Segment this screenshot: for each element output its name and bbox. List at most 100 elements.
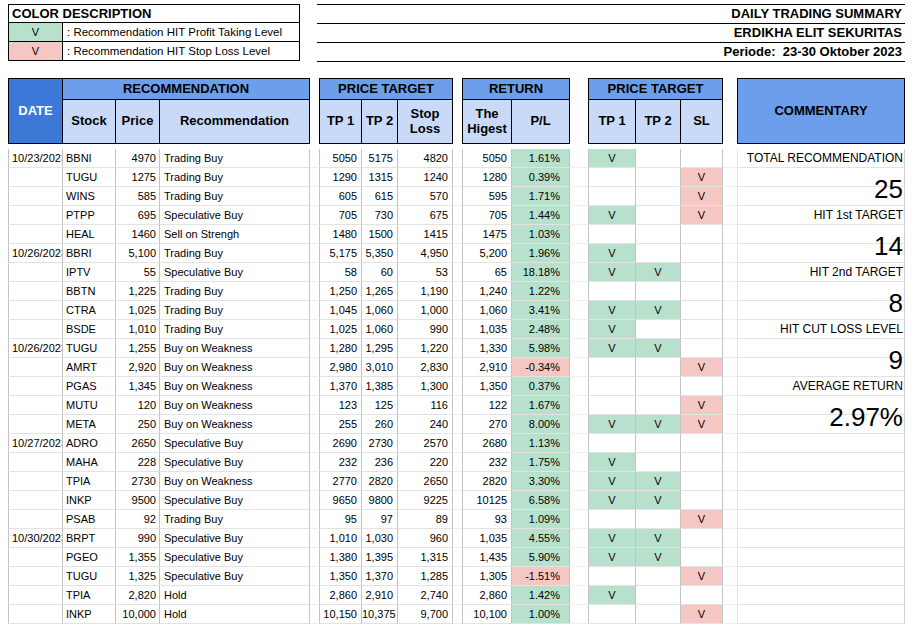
- cell-tp2[interactable]: 1,295: [362, 339, 398, 358]
- cell-hit-tp2[interactable]: V: [636, 472, 681, 491]
- cell-hit-tp2[interactable]: [636, 377, 681, 396]
- cell-date[interactable]: [8, 358, 63, 377]
- cell-price[interactable]: 2,920: [116, 358, 160, 377]
- cell-tp1[interactable]: 10,150: [319, 605, 362, 624]
- cell-pl[interactable]: 6.58%: [512, 491, 570, 510]
- cell-stop-loss[interactable]: 1,315: [398, 548, 453, 567]
- cell-hit-tp1[interactable]: V: [588, 529, 636, 548]
- cell-date[interactable]: [8, 396, 63, 415]
- cell-stock[interactable]: PTPP: [63, 206, 116, 225]
- cell-stock[interactable]: TUGU: [63, 168, 116, 187]
- cell-tp2[interactable]: 2730: [362, 434, 398, 453]
- cell-tp2[interactable]: 9800: [362, 491, 398, 510]
- cell-stock[interactable]: INKP: [63, 605, 116, 624]
- cell-stop-loss[interactable]: 9225: [398, 491, 453, 510]
- cell-stock[interactable]: CTRA: [63, 301, 116, 320]
- cell-hit-tp1[interactable]: V: [588, 415, 636, 434]
- cell-stock[interactable]: BBRI: [63, 244, 116, 263]
- cell-tp1[interactable]: 1,370: [319, 377, 362, 396]
- cell-highest[interactable]: 5050: [462, 149, 512, 168]
- cell-stop-loss[interactable]: 1240: [398, 168, 453, 187]
- cell-hit-tp1[interactable]: [588, 168, 636, 187]
- cell-highest[interactable]: 10125: [462, 491, 512, 510]
- commentary-hit1-label[interactable]: HIT 1st TARGET: [737, 206, 903, 225]
- cell-recommendation[interactable]: Trading Buy: [160, 168, 310, 187]
- cell-hit-tp2[interactable]: [636, 586, 681, 605]
- legend-title[interactable]: COLOR DESCRIPTION: [8, 4, 300, 23]
- cell-highest[interactable]: 595: [462, 187, 512, 206]
- cell-hit-sl[interactable]: [681, 472, 723, 491]
- cell-pl[interactable]: 1.61%: [512, 149, 570, 168]
- cell-date[interactable]: [8, 491, 63, 510]
- cell-stock[interactable]: PGAS: [63, 377, 116, 396]
- commentary-cutloss-value[interactable]: 9: [737, 339, 903, 377]
- cell-hit-tp1[interactable]: V: [588, 206, 636, 225]
- cell-recommendation[interactable]: Trading Buy: [160, 320, 310, 339]
- report-period[interactable]: Periode: 23-30 Oktober 2023: [317, 43, 905, 62]
- cell-hit-sl[interactable]: [681, 548, 723, 567]
- cell-recommendation[interactable]: Speculative Buy: [160, 529, 310, 548]
- cell-pl[interactable]: 1.09%: [512, 510, 570, 529]
- cell-tp2[interactable]: 10,375: [362, 605, 398, 624]
- cell-date[interactable]: 10/23/2023: [8, 149, 63, 168]
- cell-tp2[interactable]: 730: [362, 206, 398, 225]
- commentary-hit2-label[interactable]: HIT 2nd TARGET: [737, 263, 903, 282]
- cell-pl[interactable]: 1.42%: [512, 586, 570, 605]
- cell-tp1[interactable]: 9650: [319, 491, 362, 510]
- cell-hit-tp1[interactable]: V: [588, 301, 636, 320]
- header-recommendation[interactable]: Recommendation: [160, 100, 310, 144]
- cell-recommendation[interactable]: Trading Buy: [160, 301, 310, 320]
- cell-highest[interactable]: 5,200: [462, 244, 512, 263]
- cell-tp1[interactable]: 605: [319, 187, 362, 206]
- cell-hit-tp2[interactable]: [636, 396, 681, 415]
- cell-recommendation[interactable]: Buy on Weakness: [160, 415, 310, 434]
- cell-hit-sl[interactable]: [681, 453, 723, 472]
- legend-profit-label[interactable]: : Recommendation HIT Profit Taking Level: [63, 23, 300, 42]
- cell-tp1[interactable]: 2770: [319, 472, 362, 491]
- cell-price[interactable]: 9500: [116, 491, 160, 510]
- cell-date[interactable]: [8, 187, 63, 206]
- cell-hit-tp1[interactable]: [588, 282, 636, 301]
- cell-price[interactable]: 1,225: [116, 282, 160, 301]
- cell-tp2[interactable]: 1,030: [362, 529, 398, 548]
- cell-stock[interactable]: BRPT: [63, 529, 116, 548]
- cell-hit-tp2[interactable]: V: [636, 339, 681, 358]
- report-company[interactable]: ERDIKHA ELIT SEKURITAS: [317, 24, 905, 43]
- cell-stock[interactable]: PSAB: [63, 510, 116, 529]
- header-recommendation-group[interactable]: RECOMMENDATION: [63, 78, 310, 100]
- cell-hit-tp2[interactable]: [636, 510, 681, 529]
- cell-hit-tp1[interactable]: V: [588, 339, 636, 358]
- cell-tp2[interactable]: 1,385: [362, 377, 398, 396]
- cell-date[interactable]: [8, 472, 63, 491]
- header-tp2[interactable]: TP 2: [362, 100, 398, 144]
- cell-recommendation[interactable]: Speculative Buy: [160, 434, 310, 453]
- cell-tp2[interactable]: 1500: [362, 225, 398, 244]
- cell-hit-tp1[interactable]: V: [588, 320, 636, 339]
- cell-hit-sl[interactable]: [681, 339, 723, 358]
- cell-hit-sl[interactable]: [681, 244, 723, 263]
- cell-tp1[interactable]: 2,860: [319, 586, 362, 605]
- cell-tp1[interactable]: 255: [319, 415, 362, 434]
- cell-stop-loss[interactable]: 1415: [398, 225, 453, 244]
- cell-stop-loss[interactable]: 89: [398, 510, 453, 529]
- cell-price[interactable]: 4970: [116, 149, 160, 168]
- cell-highest[interactable]: 270: [462, 415, 512, 434]
- cell-stop-loss[interactable]: 675: [398, 206, 453, 225]
- cell-tp2[interactable]: 615: [362, 187, 398, 206]
- cell-recommendation[interactable]: Speculative Buy: [160, 567, 310, 586]
- cell-price[interactable]: 1,345: [116, 377, 160, 396]
- cell-date[interactable]: [8, 301, 63, 320]
- cell-stop-loss[interactable]: 1,190: [398, 282, 453, 301]
- cell-tp1[interactable]: 1,380: [319, 548, 362, 567]
- cell-recommendation[interactable]: Trading Buy: [160, 149, 310, 168]
- cell-price[interactable]: 250: [116, 415, 160, 434]
- cell-date[interactable]: [8, 225, 63, 244]
- cell-stock[interactable]: AMRT: [63, 358, 116, 377]
- cell-hit-sl[interactable]: [681, 149, 723, 168]
- cell-hit-tp2[interactable]: [636, 358, 681, 377]
- legend-stoploss-mark[interactable]: V: [8, 42, 63, 61]
- cell-hit-tp2[interactable]: V: [636, 548, 681, 567]
- cell-pl[interactable]: 1.44%: [512, 206, 570, 225]
- cell-pl[interactable]: 3.41%: [512, 301, 570, 320]
- cell-stop-loss[interactable]: 990: [398, 320, 453, 339]
